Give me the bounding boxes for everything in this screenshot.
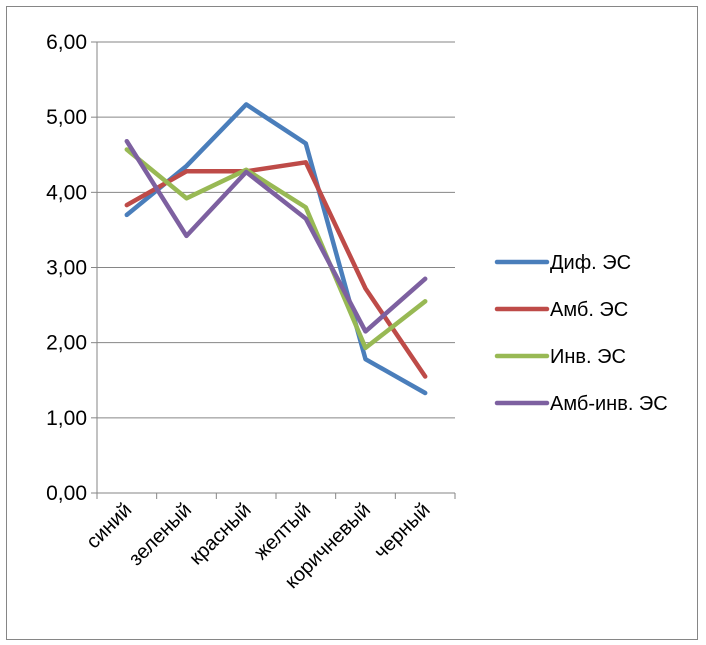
x-tick-label: зеленый <box>125 499 196 570</box>
legend-label: Амб-инв. ЭС <box>550 393 668 415</box>
y-axis-tick-labels: 0,00 1,00 2,00 3,00 4,00 5,00 6,00 <box>46 31 87 505</box>
legend-label: Инв. ЭС <box>550 346 626 368</box>
gridlines <box>97 41 455 419</box>
x-axis-tick-labels: синийзеленыйкрасныйжелтыйкоричневыйчерны… <box>82 499 434 593</box>
x-tick-label: красный <box>185 499 255 569</box>
series-line-2 <box>124 160 428 379</box>
series-line-3 <box>124 147 428 351</box>
legend-label: Диф. ЭС <box>550 252 631 274</box>
y-tick-label: 0,00 <box>46 482 87 505</box>
y-tick-label: 2,00 <box>46 332 87 355</box>
y-tick-label: 5,00 <box>46 106 87 129</box>
y-tick-label: 6,00 <box>46 31 87 54</box>
y-tick-label: 3,00 <box>46 257 87 280</box>
y-tick-label: 1,00 <box>46 407 87 430</box>
y-tick-label: 4,00 <box>46 181 87 204</box>
series-line-1 <box>124 102 428 396</box>
axes <box>91 41 456 499</box>
x-tick-label: синий <box>82 499 136 553</box>
chart-area <box>6 6 698 640</box>
series-line-4 <box>124 138 428 334</box>
legend-label: Амб. ЭС <box>550 299 628 321</box>
legend: Диф. ЭС Амб. ЭС Инв. ЭС Амб-инв. ЭС <box>494 252 668 415</box>
x-tick-label: черный <box>370 499 435 564</box>
series-lines <box>124 102 428 396</box>
